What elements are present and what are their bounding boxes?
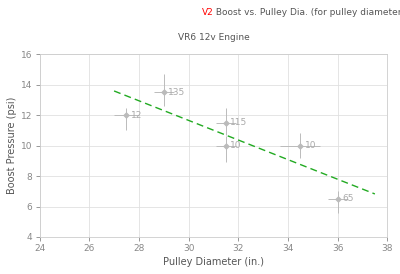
Text: V2: V2 [202,8,214,17]
Text: 10: 10 [305,141,316,150]
Text: VR6 12v Engine: VR6 12v Engine [178,33,249,42]
Text: 12: 12 [131,111,142,120]
Text: 10: 10 [230,141,242,150]
Text: 135: 135 [168,88,186,97]
Text: 115: 115 [230,118,248,127]
Text: Boost vs. Pulley Dia. (for pulley diameter in mm, use 25.4mm/in): Boost vs. Pulley Dia. (for pulley diamet… [214,8,400,17]
Y-axis label: Boost Pressure (psi): Boost Pressure (psi) [7,97,17,194]
X-axis label: Pulley Diameter (in.): Pulley Diameter (in.) [163,257,264,267]
Text: 65: 65 [342,194,354,203]
